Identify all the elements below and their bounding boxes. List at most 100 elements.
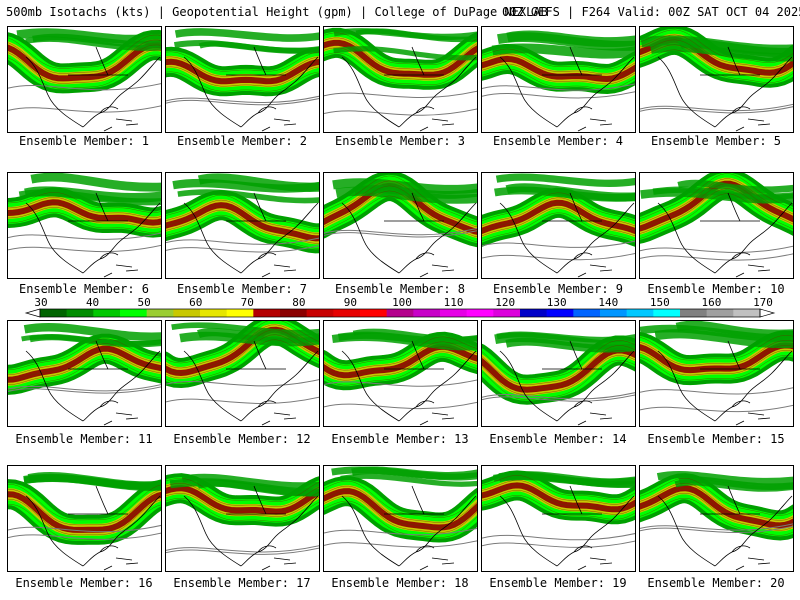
colorbar-swatch	[626, 309, 654, 317]
isotach-line	[482, 212, 635, 242]
colorbar-right-arrow	[759, 308, 776, 318]
colorbar-swatch	[280, 309, 307, 317]
colorbar-swatch	[466, 309, 494, 317]
isotach-line	[8, 202, 161, 223]
isotach-line	[8, 348, 161, 381]
ensemble-member-label: Ensemble Member: 12	[173, 432, 311, 446]
isotach-line	[640, 350, 793, 376]
caribbean-coastline	[103, 264, 139, 278]
isotach-line	[482, 58, 635, 80]
isotach-line	[166, 477, 319, 502]
header: 500mb Isotachs (kts) | Geopotential Heig…	[0, 0, 800, 24]
height-contour	[166, 396, 319, 405]
jet-streak	[16, 28, 161, 44]
colorbar-tick-label: 90	[343, 296, 358, 309]
ensemble-member-label: Ensemble Member: 5	[650, 134, 782, 148]
height-contour	[166, 245, 319, 253]
ensemble-member-map	[7, 320, 162, 427]
jet-stream-map	[8, 28, 161, 132]
jet-stream-map	[8, 323, 161, 426]
ensemble-member-label: Ensemble Member: 8	[334, 282, 466, 296]
jet-streak	[352, 328, 477, 342]
run-valid-time: 00Z GEFS | F264 Valid: 00Z SAT OCT 04 20…	[502, 5, 800, 19]
isotach-line	[8, 197, 161, 218]
colorbar-swatch	[200, 309, 227, 317]
height-contour	[166, 95, 319, 104]
ensemble-member-label: Ensemble Member: 1	[18, 134, 150, 148]
isotach-line	[640, 497, 793, 536]
coastline	[183, 192, 319, 274]
isotach-line	[640, 487, 793, 526]
isotach-line	[324, 47, 477, 81]
ensemble-member-map	[7, 465, 162, 572]
isotach-line	[482, 53, 635, 75]
caribbean-coastline	[735, 557, 771, 571]
colorbar-tick-label: 100	[392, 296, 412, 309]
coastline	[341, 340, 477, 422]
isotach-line	[8, 488, 161, 526]
isotach-line	[8, 49, 161, 84]
isotach-line	[482, 63, 635, 85]
isotach-line	[166, 209, 319, 244]
ensemble-member-label: Ensemble Member: 3	[334, 134, 466, 148]
height-contour	[482, 252, 635, 261]
jet-stream-map	[482, 173, 635, 278]
colorbar	[24, 308, 776, 318]
isotach-line	[640, 188, 793, 234]
caribbean-coastline	[577, 412, 613, 426]
height-contour	[640, 525, 793, 534]
ensemble-member-map	[165, 172, 320, 279]
isotach-line	[324, 351, 477, 381]
isotach-line	[640, 335, 793, 361]
caribbean-coastline	[261, 264, 297, 278]
jet-streak	[331, 332, 477, 351]
jet-streak	[197, 173, 319, 192]
jet-streak	[174, 28, 319, 42]
jet-streak	[504, 471, 635, 489]
height-contour	[324, 401, 477, 410]
jet-stream-map	[166, 28, 319, 132]
height-contour	[640, 245, 793, 253]
ensemble-member-map	[639, 465, 794, 572]
isotach-line	[166, 492, 319, 517]
isotach-line	[324, 356, 477, 386]
jet-streak	[640, 35, 793, 55]
ensemble-member-map	[639, 172, 794, 279]
caribbean-coastline	[103, 557, 139, 571]
jet-stream-map	[640, 471, 793, 571]
caribbean-coastline	[577, 557, 613, 571]
ensemble-member-map	[323, 172, 478, 279]
coastline	[341, 485, 477, 567]
height-contour	[166, 547, 319, 555]
height-contour	[8, 105, 161, 113]
jet-streak	[24, 186, 161, 203]
isotach-line	[640, 44, 793, 78]
isotach-line	[482, 340, 635, 380]
coastline	[657, 340, 793, 422]
colorbar-swatch	[226, 309, 254, 317]
coastline	[25, 192, 161, 274]
jet-streak	[181, 473, 319, 489]
colorbar-tick-label: 110	[443, 296, 464, 309]
isotach-line	[482, 350, 635, 390]
jet-stream-map	[324, 173, 477, 278]
isotach-line	[8, 54, 161, 89]
height-contour	[640, 523, 793, 531]
colorbar-tick-label: 150	[649, 296, 670, 309]
ensemble-member-map	[323, 465, 478, 572]
jet-stream-map	[640, 321, 793, 426]
height-contour	[324, 90, 477, 99]
isotach-line	[482, 480, 635, 505]
jet-stream-map	[166, 321, 319, 426]
jet-streak	[656, 471, 793, 486]
isotach-line	[482, 490, 635, 515]
caribbean-coastline	[735, 412, 771, 426]
caribbean-coastline	[103, 118, 139, 132]
jet-stream-map	[482, 331, 635, 426]
caribbean-coastline	[577, 118, 613, 132]
jet-streak	[331, 466, 477, 481]
ensemble-member-map	[7, 26, 162, 133]
coastline	[657, 46, 793, 128]
ensemble-member-map	[481, 26, 636, 133]
isotach-line	[482, 485, 635, 510]
